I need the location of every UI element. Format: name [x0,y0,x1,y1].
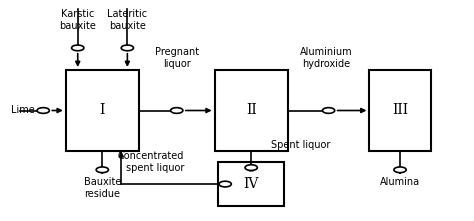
Text: Lime: Lime [11,105,35,116]
Text: Karstic
bauxite: Karstic bauxite [59,10,96,31]
Text: Alumina: Alumina [380,177,420,187]
Text: IV: IV [244,177,259,191]
Text: III: III [392,103,408,118]
Bar [218,162,284,206]
Text: I: I [100,103,105,118]
Text: Bauxite
residue: Bauxite residue [83,177,121,199]
Text: Spent liquor: Spent liquor [271,139,330,150]
Text: Pregnant
liquor: Pregnant liquor [155,47,199,69]
Text: Aluminium
hydroxide: Aluminium hydroxide [300,47,352,69]
Text: Lateritic
bauxite: Lateritic bauxite [107,10,147,31]
Circle shape [245,165,257,170]
Circle shape [171,108,183,113]
Circle shape [322,108,335,113]
Bar [215,70,288,151]
Circle shape [219,181,231,187]
Text: Concentrated
spent liquor: Concentrated spent liquor [118,151,184,173]
Bar [369,70,431,151]
Circle shape [37,108,49,113]
Circle shape [72,45,84,51]
Bar [66,70,139,151]
Text: II: II [246,103,256,118]
Circle shape [394,167,406,173]
Circle shape [121,45,134,51]
Circle shape [96,167,109,173]
